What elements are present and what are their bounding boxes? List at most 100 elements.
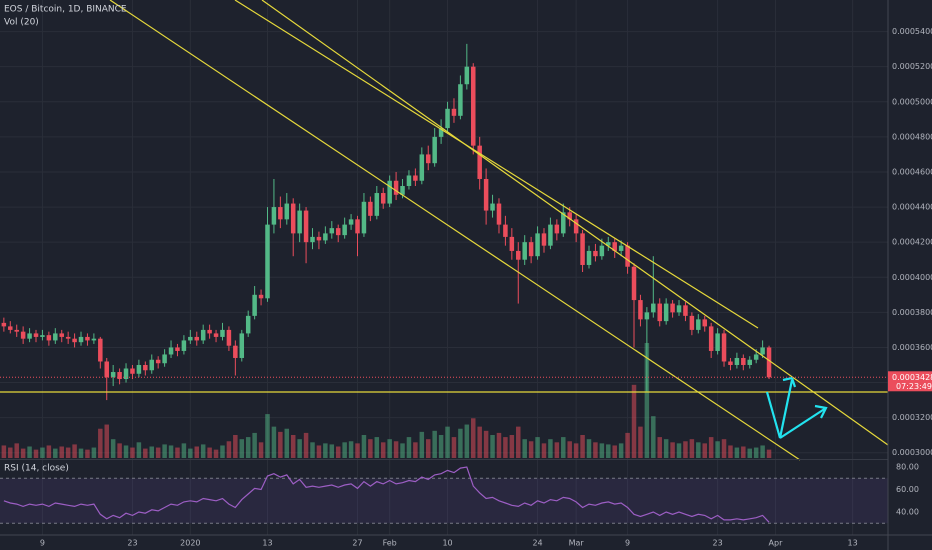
y-tick-label: 0.0005400 — [892, 27, 932, 36]
candle-body — [612, 242, 617, 251]
candle-body — [458, 84, 463, 116]
volume-bar — [297, 439, 302, 458]
volume-bar — [458, 428, 463, 458]
volume-bar — [747, 448, 753, 458]
volume-bar — [33, 449, 39, 458]
candle-body — [599, 245, 605, 257]
y-tick-label: 0.0003600 — [892, 343, 932, 352]
volume-bar — [702, 443, 707, 458]
candle-body — [393, 180, 399, 195]
volume-bar — [631, 384, 637, 458]
volume-bar — [40, 447, 45, 458]
candle-body — [522, 242, 527, 260]
candle-body — [715, 333, 720, 351]
volume-bar — [689, 439, 695, 458]
volume-bar — [355, 443, 360, 458]
candle-body — [586, 250, 592, 265]
volume-bar — [741, 446, 746, 458]
candle-body — [374, 193, 380, 216]
candle-body — [689, 315, 695, 330]
candle-body — [657, 303, 662, 322]
candle-body — [104, 361, 109, 378]
volume-bar — [181, 443, 187, 458]
volume-bar — [676, 443, 682, 458]
candle-body — [496, 203, 502, 225]
candle-body — [123, 368, 129, 380]
volume-bar — [78, 448, 84, 458]
volume-bar — [638, 426, 643, 458]
candle-body — [561, 212, 566, 234]
candle-body — [310, 236, 315, 243]
candle-body — [40, 335, 45, 337]
y-tick-label: 0.0004200 — [892, 238, 932, 247]
candle-body — [53, 333, 58, 341]
candle-body — [130, 368, 135, 374]
volume-bar — [573, 443, 579, 458]
rsi-tick-label: 40.00 — [896, 508, 919, 517]
candle-body — [753, 354, 759, 360]
candle-body — [348, 219, 354, 225]
x-tick-label: Apr — [769, 539, 784, 548]
volume-bar — [265, 414, 270, 458]
candle-body — [432, 136, 437, 164]
candle-body — [734, 357, 740, 365]
volume-bar — [516, 426, 521, 458]
volume-bar — [284, 428, 290, 458]
candle-body — [438, 128, 444, 137]
volume-bar — [509, 435, 515, 458]
volume-bar — [696, 442, 701, 458]
volume-bar — [400, 443, 405, 458]
volume-bar — [753, 447, 759, 458]
volume-bar — [618, 443, 624, 458]
candle-body — [683, 305, 688, 316]
volume-bar — [612, 445, 617, 458]
candle-body — [220, 329, 225, 337]
volume-bar — [599, 443, 605, 458]
trend-lines — [0, 0, 889, 461]
y-tick-label: 0.0004800 — [892, 132, 932, 141]
volume-bar — [580, 435, 585, 458]
candle-body — [651, 303, 656, 313]
candle-body — [766, 347, 772, 378]
candle-body — [606, 242, 611, 246]
volume-bar — [335, 446, 341, 458]
candle-body — [72, 338, 77, 343]
volume-bar — [200, 444, 206, 458]
candle-body — [278, 207, 283, 220]
x-tick-label: 23 — [127, 539, 137, 548]
candle-body — [284, 203, 290, 220]
volume-bars — [1, 343, 772, 458]
volume-bar — [425, 439, 431, 458]
volume-bar — [162, 444, 167, 458]
volume-bar — [220, 445, 225, 458]
candle-body — [91, 338, 97, 341]
volume-bar — [348, 441, 354, 458]
y-tick-label: 0.0004600 — [892, 167, 932, 176]
volume-bar — [651, 416, 656, 458]
candle-body — [316, 236, 322, 241]
candle-body — [728, 361, 733, 365]
candle-body — [471, 66, 476, 146]
volume-bar — [168, 445, 174, 458]
volume-bar — [27, 446, 32, 458]
volume-bar — [303, 432, 309, 458]
candle-body — [181, 340, 187, 351]
y-tick-label: 0.0003800 — [892, 308, 932, 317]
rsi-tick-label: 60.00 — [896, 485, 919, 494]
candle-body — [400, 186, 405, 195]
volume-bar — [548, 439, 553, 458]
trend-line — [109, 0, 801, 461]
volume-bar — [245, 437, 251, 458]
x-tick-label: 24 — [532, 539, 542, 548]
volume-bar — [207, 447, 212, 458]
candle-body — [33, 333, 39, 337]
candle-body — [670, 303, 675, 313]
candle-body — [149, 359, 155, 371]
arrow — [779, 407, 827, 439]
volume-bar — [670, 442, 675, 458]
volume-bar — [136, 442, 142, 458]
volume-bar — [471, 418, 476, 458]
volume-bar — [561, 437, 566, 458]
volume-bar — [65, 447, 71, 458]
candle-body — [98, 338, 103, 362]
